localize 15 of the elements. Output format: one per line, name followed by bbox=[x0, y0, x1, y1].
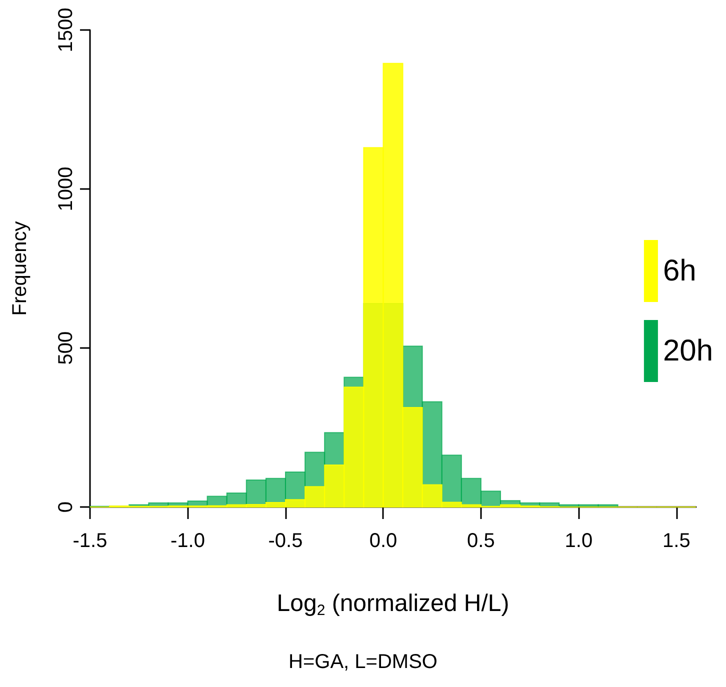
x-tick-label: -1.0 bbox=[170, 530, 205, 552]
x-tick-label: 1.5 bbox=[662, 530, 690, 552]
y-tick-label: 1500 bbox=[55, 8, 77, 52]
y-tick-label: 500 bbox=[55, 331, 77, 365]
legend-label: 20h bbox=[662, 334, 714, 368]
legend-label: 6h bbox=[662, 254, 696, 288]
x-tick-label: 1.0 bbox=[564, 530, 593, 552]
x-tick-label: -1.5 bbox=[72, 530, 108, 552]
text: H=GA, L=DMSO bbox=[288, 651, 438, 673]
x-tick-label: 0.0 bbox=[369, 530, 398, 552]
y-tick-label: 0 bbox=[55, 501, 77, 513]
x-tick-label: 0.5 bbox=[467, 530, 495, 552]
y-tick-label: 1000 bbox=[55, 166, 77, 212]
y-axis-title: Frequency bbox=[9, 221, 31, 316]
x-tick-label: -0.5 bbox=[268, 530, 303, 552]
